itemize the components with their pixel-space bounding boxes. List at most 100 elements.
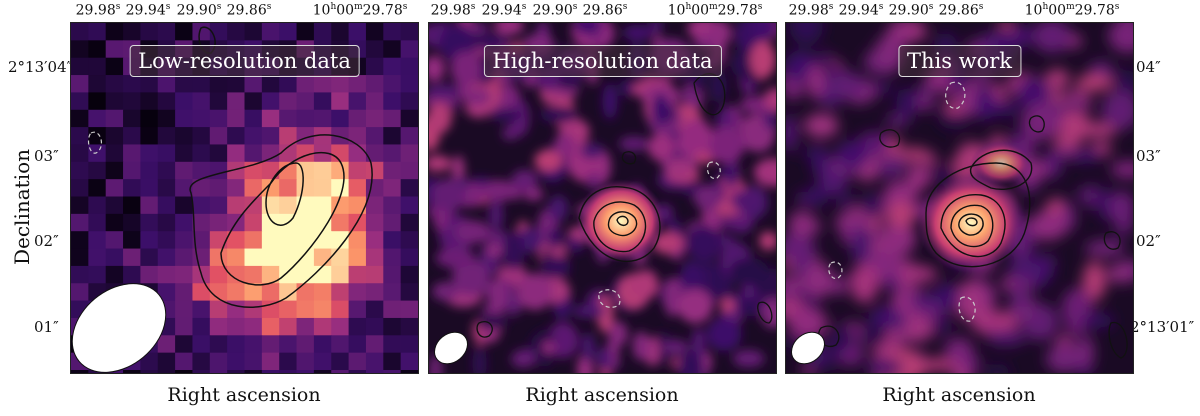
image-pixel bbox=[400, 231, 418, 250]
image-pixel bbox=[365, 265, 384, 284]
image-pixel bbox=[279, 370, 298, 373]
image-pixel bbox=[157, 248, 176, 267]
image-pixel bbox=[348, 127, 367, 145]
image-pixel bbox=[71, 248, 89, 267]
image-pixel bbox=[348, 231, 367, 250]
image-pixel bbox=[244, 370, 263, 373]
noise-blob bbox=[1107, 263, 1132, 284]
noise-blob bbox=[482, 179, 516, 202]
image-pixel bbox=[105, 57, 124, 76]
noise-blob bbox=[523, 187, 544, 201]
image-pixel bbox=[192, 144, 211, 163]
image-pixel bbox=[348, 248, 367, 267]
image-pixel bbox=[227, 92, 245, 111]
noise-blob bbox=[542, 340, 556, 354]
image-pixel bbox=[88, 144, 107, 163]
noise-blob bbox=[753, 158, 776, 187]
image-pixel bbox=[192, 283, 211, 302]
noise-blob bbox=[901, 147, 928, 162]
noise-blob bbox=[1080, 313, 1115, 329]
contour-line bbox=[1028, 115, 1045, 133]
noise-blob bbox=[1084, 240, 1125, 257]
noise-blob bbox=[1014, 251, 1029, 286]
dec-tick-left-1: 03″ bbox=[34, 147, 59, 165]
noise-blob bbox=[709, 23, 732, 47]
noise-blob bbox=[883, 276, 901, 292]
image-pixel bbox=[313, 161, 332, 180]
image-pixel bbox=[296, 283, 315, 302]
image-pixel bbox=[123, 370, 141, 373]
image-pixel bbox=[192, 300, 211, 319]
image-pixel bbox=[331, 213, 350, 232]
image-pixel bbox=[105, 213, 124, 232]
noise-blob bbox=[887, 23, 913, 43]
image-pixel bbox=[313, 75, 332, 93]
image-pixel bbox=[192, 92, 211, 111]
image-pixel bbox=[192, 23, 211, 41]
image-pixel bbox=[331, 317, 350, 336]
image-pixel bbox=[175, 213, 193, 232]
image-pixel bbox=[140, 75, 159, 93]
image-pixel bbox=[244, 213, 263, 232]
negative-contour bbox=[958, 296, 976, 322]
noise-blob bbox=[761, 298, 776, 329]
image-pixel bbox=[365, 57, 384, 76]
image-pixel bbox=[227, 179, 245, 197]
noise-blob bbox=[548, 195, 568, 222]
image-pixel bbox=[209, 300, 228, 319]
image-pixel bbox=[140, 179, 159, 197]
image-pixel bbox=[261, 231, 280, 250]
image-pixel bbox=[279, 231, 298, 250]
image-pixel bbox=[88, 127, 107, 145]
image-pixel bbox=[296, 231, 315, 250]
image-pixel bbox=[279, 265, 298, 284]
image-pixel bbox=[383, 127, 402, 145]
image-pixel bbox=[365, 40, 384, 59]
image-pixel bbox=[296, 92, 315, 111]
image-pixel bbox=[140, 231, 159, 250]
image-pixel bbox=[123, 248, 141, 267]
image-pixel bbox=[400, 57, 418, 76]
noise-blob bbox=[720, 299, 735, 312]
image-pixel bbox=[365, 127, 384, 145]
image-pixel bbox=[244, 352, 263, 371]
image-pixel bbox=[365, 92, 384, 111]
image-pixel bbox=[261, 300, 280, 319]
image-pixel bbox=[175, 92, 193, 111]
image-pixel bbox=[175, 231, 193, 250]
image-pixel bbox=[71, 144, 89, 163]
image-pixel bbox=[261, 248, 280, 267]
image-pixel bbox=[313, 213, 332, 232]
ra-tick: 29.98s bbox=[788, 2, 834, 19]
noise-blob bbox=[730, 190, 764, 211]
image-pixel bbox=[209, 370, 228, 373]
image-pixel bbox=[296, 370, 315, 373]
image-pixel bbox=[140, 370, 159, 373]
image-pixel bbox=[261, 109, 280, 128]
image-pixel bbox=[261, 196, 280, 215]
y-axis-label: Declination bbox=[10, 148, 34, 266]
image-pixel bbox=[192, 317, 211, 336]
image-pixel bbox=[192, 213, 211, 232]
image-pixel bbox=[400, 213, 418, 232]
image-pixel bbox=[365, 231, 384, 250]
dec-tick-right-2: 02″ bbox=[1136, 232, 1161, 250]
image-pixel bbox=[71, 40, 89, 59]
noise-blob bbox=[1032, 23, 1071, 53]
noise-blob bbox=[429, 55, 445, 82]
noise-blob bbox=[841, 223, 855, 245]
image-pixel bbox=[331, 231, 350, 250]
negative-contour bbox=[87, 131, 103, 154]
contour-line bbox=[616, 215, 629, 227]
image-pixel bbox=[227, 75, 245, 93]
noise-blob bbox=[680, 118, 713, 154]
image-pixel bbox=[261, 335, 280, 354]
noise-blob bbox=[879, 154, 908, 176]
noise-blob bbox=[587, 172, 600, 190]
low-res-image bbox=[71, 23, 418, 373]
image-pixel bbox=[296, 75, 315, 93]
noise-blob bbox=[861, 193, 882, 219]
noise-blob bbox=[693, 185, 722, 211]
image-pixel bbox=[192, 75, 211, 93]
image-pixel bbox=[400, 75, 418, 93]
